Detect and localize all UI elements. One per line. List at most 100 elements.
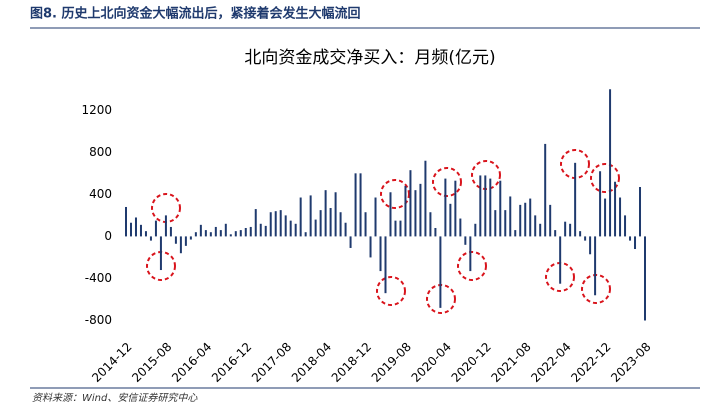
bar [479,175,482,237]
bar [379,236,382,272]
y-tick-label: -800 [85,313,112,327]
bar [414,190,417,237]
bar [589,236,592,255]
source: 资料来源：Wind、安信证券研究中心 [32,392,198,404]
bar [279,210,282,237]
bar [144,231,147,237]
x-tick-label: 2020-12 [449,340,494,385]
bar [484,175,487,237]
x-tick-label: 2018-12 [329,340,374,385]
bar [259,223,262,237]
bar [264,225,267,237]
bar [529,198,532,237]
x-tick-label: 2022-12 [568,340,613,385]
highlight-circle [380,179,410,209]
bar [579,231,582,237]
annotations [146,149,620,314]
bar [139,224,142,237]
y-tick-label: 0 [104,229,112,243]
bar [564,221,567,237]
highlight-circle [457,251,487,281]
bar [349,236,352,248]
bar [324,190,327,237]
bar [629,236,632,241]
bar [554,230,557,237]
bar [519,204,522,237]
x-tick-label: 2015-08 [129,340,174,385]
bar [559,236,562,284]
bar [534,215,537,237]
bar [404,185,407,237]
bar [594,236,597,296]
bar [329,208,332,237]
x-tick-label: 2014-12 [89,340,134,385]
bar [509,196,512,237]
bar [609,89,612,237]
bar [249,226,252,237]
x-tick-label: 2018-04 [289,340,334,385]
bar [499,180,502,237]
bar [189,236,192,240]
bar [219,230,222,237]
x-tick-label: 2023-08 [608,340,653,385]
bar [584,236,587,241]
y-tick-label: 400 [89,187,112,201]
bar [424,160,427,237]
y-tick-label: 1200 [81,103,112,117]
bar [204,230,207,237]
bar [634,236,637,250]
highlight-circle [590,163,620,193]
bar [614,181,617,237]
bar [544,143,547,237]
bar [314,219,317,237]
bar [309,195,312,237]
bar [209,232,212,237]
bar [134,217,137,237]
bar [419,183,422,237]
highlight-circle [432,167,462,197]
bar [174,236,177,244]
bar [389,192,392,237]
bar [214,226,217,237]
bar [199,224,202,237]
bar [574,162,577,237]
bar [299,197,302,237]
bar [399,220,402,237]
bar [239,230,242,237]
bar [639,187,642,237]
page-title: 图8. 历史上北向资金大幅流出后，紧接着会发生大幅流回 [30,6,361,22]
bar [569,223,572,237]
bar [169,226,172,237]
bar [154,220,157,237]
y-tick-label: -400 [85,271,112,285]
x-tick-label: 2016-04 [169,340,214,385]
bar [364,212,367,237]
bar [269,212,272,237]
bar [224,223,227,237]
bar [409,170,412,237]
bar [254,209,257,237]
bar [304,232,307,237]
bar [444,178,447,237]
bar [604,198,607,237]
highlight-circle [376,276,406,306]
bar [434,227,437,237]
bar [354,173,357,237]
bar [194,232,197,237]
bar [125,206,127,237]
bar [489,178,492,237]
bar [384,236,387,294]
x-tick-label: 2022-04 [528,340,573,385]
bar [429,212,432,237]
bar [184,236,187,246]
bar [289,220,292,237]
bar [514,230,517,237]
bar [439,236,442,308]
bar [449,203,452,237]
bar [644,236,646,321]
bar [344,222,347,237]
bar [359,173,362,237]
bar [374,197,377,237]
x-tick-label: 2021-08 [488,340,533,385]
bar [504,210,507,237]
